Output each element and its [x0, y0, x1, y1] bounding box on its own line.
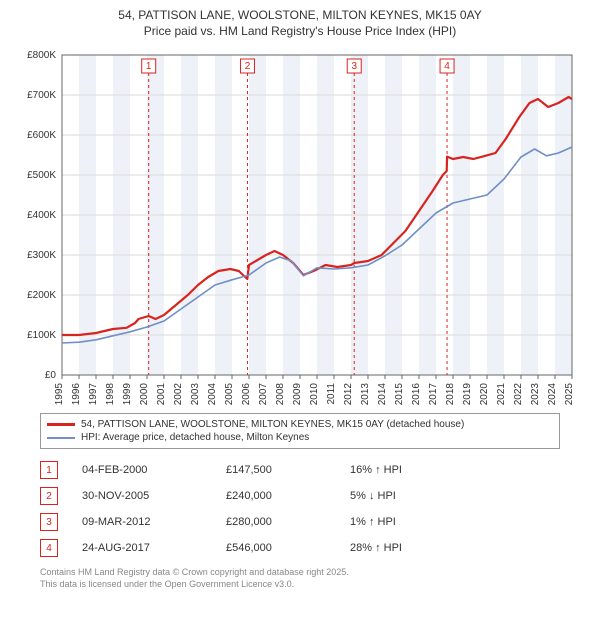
svg-text:2009: 2009 — [292, 383, 303, 406]
event-badge: 4 — [40, 539, 58, 557]
title-line-2: Price paid vs. HM Land Registry's House … — [10, 24, 590, 40]
svg-text:2020: 2020 — [479, 383, 490, 406]
event-hpi: 16% ↑ HPI — [350, 464, 470, 476]
footer-line-1: Contains HM Land Registry data © Crown c… — [40, 567, 560, 579]
svg-text:£500K: £500K — [27, 170, 56, 181]
event-row: 3 09-MAR-2012 £280,000 1% ↑ HPI — [40, 509, 560, 535]
event-date: 09-MAR-2012 — [82, 516, 202, 528]
svg-text:£100K: £100K — [27, 330, 56, 341]
svg-text:2007: 2007 — [258, 383, 269, 406]
event-price: £147,500 — [226, 464, 326, 476]
event-price: £240,000 — [226, 490, 326, 502]
legend-item-price-paid: 54, PATTISON LANE, WOOLSTONE, MILTON KEY… — [47, 418, 553, 431]
svg-text:2015: 2015 — [394, 383, 405, 406]
svg-text:2006: 2006 — [241, 383, 252, 406]
svg-text:£600K: £600K — [27, 130, 56, 141]
svg-text:2016: 2016 — [411, 383, 422, 406]
svg-text:2021: 2021 — [496, 383, 507, 406]
svg-text:2013: 2013 — [360, 383, 371, 406]
svg-text:2004: 2004 — [207, 383, 218, 406]
svg-text:3: 3 — [351, 61, 357, 72]
svg-text:2022: 2022 — [513, 383, 524, 406]
svg-text:£700K: £700K — [27, 90, 56, 101]
svg-text:2: 2 — [245, 61, 251, 72]
legend-swatch-1 — [47, 423, 75, 426]
svg-text:2024: 2024 — [547, 383, 558, 406]
event-date: 24-AUG-2017 — [82, 542, 202, 554]
event-price: £546,000 — [226, 542, 326, 554]
svg-text:2002: 2002 — [173, 383, 184, 406]
legend-item-hpi: HPI: Average price, detached house, Milt… — [47, 431, 553, 444]
svg-text:1998: 1998 — [105, 383, 116, 406]
svg-text:2019: 2019 — [462, 383, 473, 406]
svg-text:1995: 1995 — [54, 383, 65, 406]
legend-label-2: HPI: Average price, detached house, Milt… — [81, 432, 309, 443]
event-date: 04-FEB-2000 — [82, 464, 202, 476]
svg-text:2025: 2025 — [564, 383, 575, 406]
event-badge: 3 — [40, 513, 58, 531]
event-row: 2 30-NOV-2005 £240,000 5% ↓ HPI — [40, 483, 560, 509]
footer: Contains HM Land Registry data © Crown c… — [40, 567, 560, 590]
svg-text:2023: 2023 — [530, 383, 541, 406]
svg-text:1997: 1997 — [88, 383, 99, 406]
events-table: 1 04-FEB-2000 £147,500 16% ↑ HPI 2 30-NOV-200… — [40, 457, 560, 561]
svg-text:2003: 2003 — [190, 383, 201, 406]
chart-container: 54, PATTISON LANE, WOOLSTONE, MILTON KEY… — [0, 0, 600, 599]
svg-text:2014: 2014 — [377, 383, 388, 406]
svg-text:2010: 2010 — [309, 383, 320, 406]
line-chart: £0 £100K £200K £300K £400K £500K £600K £700K £80… — [20, 47, 580, 407]
svg-text:1999: 1999 — [122, 383, 133, 406]
svg-text:2017: 2017 — [428, 383, 439, 406]
legend-label-1: 54, PATTISON LANE, WOOLSTONE, MILTON KEY… — [81, 419, 464, 430]
event-row: 1 04-FEB-2000 £147,500 16% ↑ HPI — [40, 457, 560, 483]
svg-text:£0: £0 — [45, 370, 57, 381]
footer-line-2: This data is licensed under the Open Gov… — [40, 579, 560, 591]
svg-text:2008: 2008 — [275, 383, 286, 406]
svg-text:2012: 2012 — [343, 383, 354, 406]
svg-text:£300K: £300K — [27, 250, 56, 261]
event-hpi: 28% ↑ HPI — [350, 542, 470, 554]
svg-text:1: 1 — [146, 61, 152, 72]
svg-text:4: 4 — [444, 61, 450, 72]
svg-text:£200K: £200K — [27, 290, 56, 301]
svg-text:2001: 2001 — [156, 383, 167, 406]
svg-text:2011: 2011 — [326, 383, 337, 405]
svg-text:2005: 2005 — [224, 383, 235, 406]
legend: 54, PATTISON LANE, WOOLSTONE, MILTON KEY… — [40, 413, 560, 449]
event-date: 30-NOV-2005 — [82, 490, 202, 502]
event-badge: 1 — [40, 461, 58, 479]
chart-svg: £0 £100K £200K £300K £400K £500K £600K £700K £80… — [20, 47, 580, 407]
legend-swatch-2 — [47, 437, 75, 439]
event-hpi: 1% ↑ HPI — [350, 516, 470, 528]
event-hpi: 5% ↓ HPI — [350, 490, 470, 502]
event-badge: 2 — [40, 487, 58, 505]
title-line-1: 54, PATTISON LANE, WOOLSTONE, MILTON KEY… — [10, 8, 590, 24]
svg-text:£400K: £400K — [27, 210, 56, 221]
event-price: £280,000 — [226, 516, 326, 528]
svg-text:£800K: £800K — [27, 50, 56, 61]
chart-title: 54, PATTISON LANE, WOOLSTONE, MILTON KEY… — [10, 8, 590, 39]
svg-text:2018: 2018 — [445, 383, 456, 406]
svg-text:1996: 1996 — [71, 383, 82, 406]
event-row: 4 24-AUG-2017 £546,000 28% ↑ HPI — [40, 535, 560, 561]
svg-text:2000: 2000 — [139, 383, 150, 406]
